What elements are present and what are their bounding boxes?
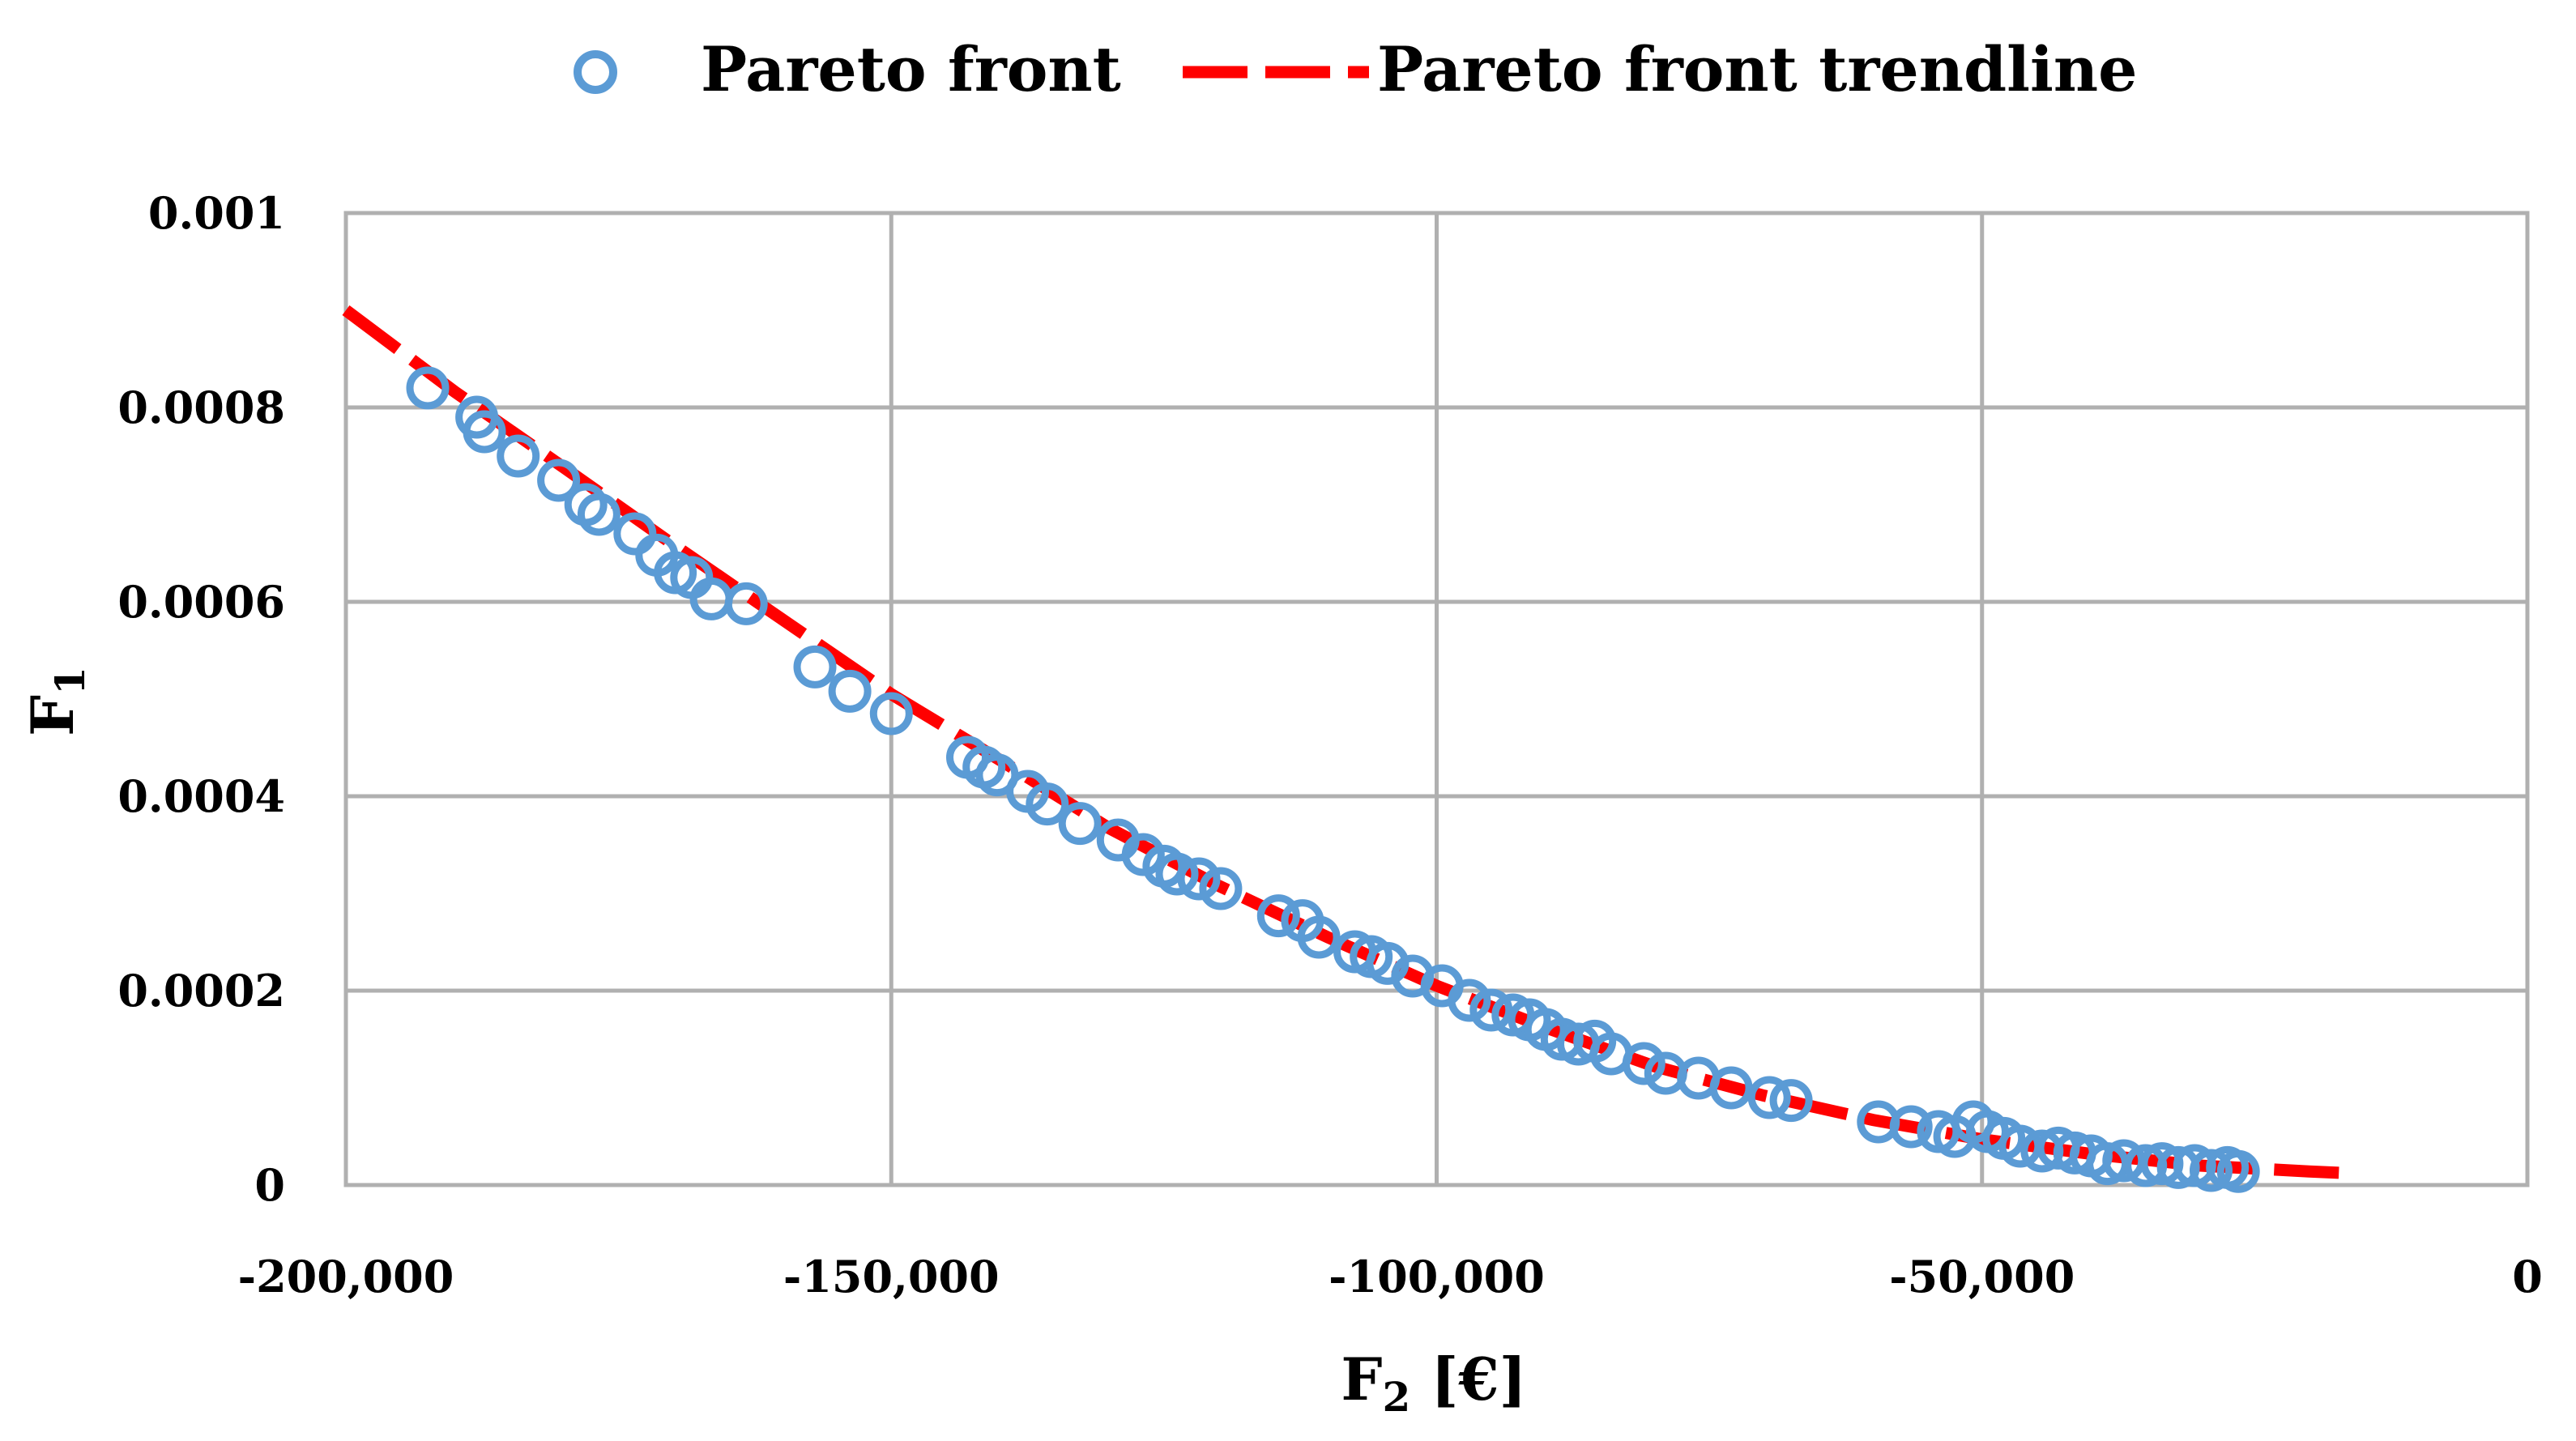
y-axis-title: F1 bbox=[18, 667, 94, 736]
legend: Pareto front Pareto front trendline bbox=[574, 33, 2138, 105]
pareto-point bbox=[1058, 802, 1102, 846]
x-tick-label: -50,000 bbox=[1889, 1251, 2075, 1302]
pareto-point bbox=[724, 582, 768, 625]
pareto-point bbox=[1622, 1042, 1665, 1085]
y-tick-labels: 0 0.0002 0.0004 0.0006 0.0008 0.001 bbox=[117, 187, 285, 1211]
pareto-point bbox=[1747, 1076, 1791, 1119]
x-tick-labels: -200,000 -150,000 -100,000 -50,000 0 bbox=[238, 1251, 2543, 1302]
pareto-point bbox=[1709, 1066, 1753, 1110]
y-tick-label: 0 bbox=[254, 1159, 285, 1211]
pareto-point bbox=[1177, 857, 1221, 901]
pareto-point bbox=[1889, 1105, 1933, 1149]
pareto-point bbox=[2216, 1149, 2260, 1193]
y-tick-label: 0.0004 bbox=[117, 770, 285, 822]
pareto-point bbox=[793, 645, 837, 689]
x-tick-label: 0 bbox=[2512, 1251, 2543, 1302]
legend-label-trendline: Pareto front trendline bbox=[1377, 33, 2138, 105]
x-tick-label: -150,000 bbox=[783, 1251, 1000, 1302]
pareto-point bbox=[1256, 894, 1300, 938]
x-tick-label: -100,000 bbox=[1329, 1251, 1545, 1302]
pareto-point bbox=[1155, 852, 1199, 896]
pareto-point bbox=[1199, 867, 1243, 910]
pareto-point bbox=[2190, 1149, 2233, 1192]
legend-label-pareto-front: Pareto front bbox=[701, 33, 1121, 105]
legend-marker-pareto-front bbox=[574, 50, 617, 94]
pareto-point bbox=[1448, 978, 1491, 1022]
pareto-point bbox=[828, 669, 872, 713]
pareto-point bbox=[497, 434, 540, 478]
pareto-point bbox=[869, 692, 913, 735]
pareto-point bbox=[1121, 833, 1165, 876]
pareto-point bbox=[613, 512, 657, 556]
x-axis-title: F2 [€] bbox=[1341, 1345, 1526, 1421]
pareto-point bbox=[577, 492, 621, 536]
pareto-point bbox=[406, 366, 450, 410]
pareto-point bbox=[1469, 988, 1513, 1032]
y-tick-label: 0.0006 bbox=[117, 576, 285, 628]
y-tick-label: 0.0002 bbox=[117, 965, 285, 1017]
plot-area-frame bbox=[343, 211, 2530, 1187]
pareto-point bbox=[463, 410, 506, 454]
pareto-point bbox=[537, 458, 581, 502]
y-tick-label: 0.0008 bbox=[117, 382, 285, 433]
pareto-front-series bbox=[406, 366, 2260, 1193]
pareto-point bbox=[1026, 782, 1069, 826]
x-tick-label: -200,000 bbox=[238, 1251, 454, 1302]
y-tick-label: 0.001 bbox=[148, 187, 285, 239]
pareto-point bbox=[1297, 915, 1341, 959]
pareto-point bbox=[1769, 1079, 1813, 1123]
